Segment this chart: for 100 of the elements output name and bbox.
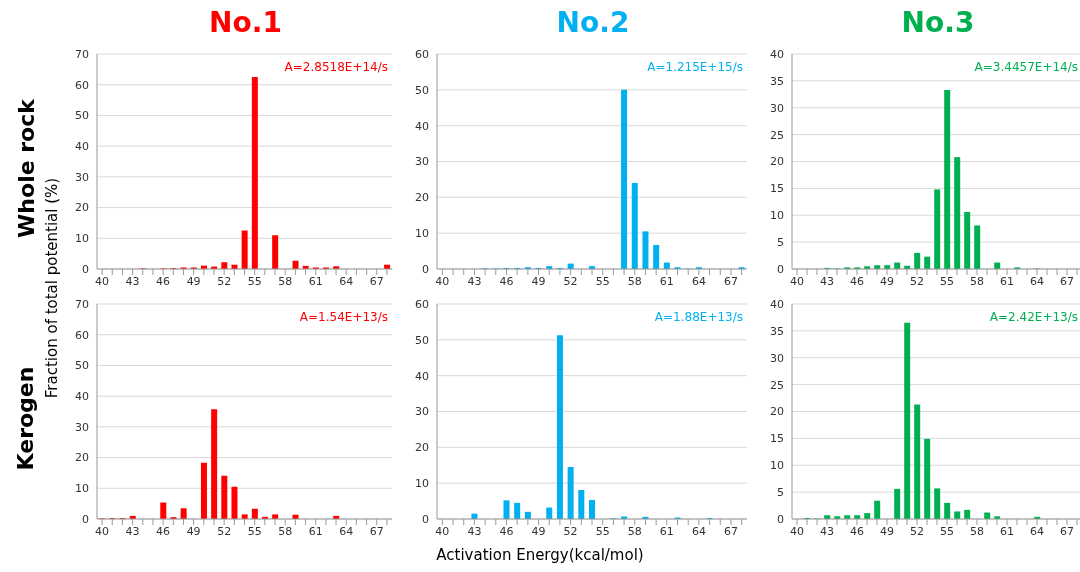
x-tick-label: 43 xyxy=(467,524,482,538)
x-tick-label: 64 xyxy=(1030,524,1044,538)
x-tick-label: 67 xyxy=(723,274,738,288)
annotation: A=1.88E+13/s xyxy=(654,310,743,324)
x-tick-label: 49 xyxy=(186,524,201,538)
annotation: A=2.8518E+14/s xyxy=(284,60,388,74)
y-tick-label: 20 xyxy=(415,191,429,205)
x-tick-label: 64 xyxy=(1030,274,1044,288)
y-tick-label: 0 xyxy=(422,512,429,526)
y-tick-label: 30 xyxy=(770,351,784,365)
x-tick-label: 46 xyxy=(499,524,514,538)
x-tick-label: 40 xyxy=(95,524,110,538)
y-tick-label: 20 xyxy=(75,451,89,465)
y-tick-label: 25 xyxy=(770,128,784,142)
x-tick-label: 55 xyxy=(595,524,610,538)
y-tick-label: 60 xyxy=(415,297,429,311)
x-tick-label: 67 xyxy=(369,274,384,288)
text: Whole rock xyxy=(13,99,39,238)
x-tick-label: 58 xyxy=(970,274,984,288)
y-tick-label: 35 xyxy=(770,324,784,338)
x-tick-label: 61 xyxy=(1000,274,1014,288)
x-tick-label: 49 xyxy=(880,524,894,538)
y-tick-label: 10 xyxy=(415,227,429,241)
x-tick-label: 58 xyxy=(278,274,293,288)
y-tick-label: 20 xyxy=(770,405,784,419)
y-tick-label: 0 xyxy=(82,262,89,276)
y-tick-label: 40 xyxy=(415,369,429,383)
x-tick-label: 40 xyxy=(95,274,110,288)
x-tick-label: 49 xyxy=(531,274,546,288)
x-tick-label: 67 xyxy=(369,524,384,538)
x-tick-label: 61 xyxy=(659,524,674,538)
y-tick-label: 20 xyxy=(770,155,784,169)
y-tick-label: 20 xyxy=(415,441,429,455)
x-tick-label: 40 xyxy=(790,274,804,288)
y-tick-label: 10 xyxy=(415,477,429,491)
x-tick-label: 46 xyxy=(850,274,864,288)
y-tick-label: 5 xyxy=(777,486,784,500)
x-tick-label: 58 xyxy=(627,524,642,538)
x-tick-label: 55 xyxy=(940,274,954,288)
y-tick-label: 40 xyxy=(770,47,784,61)
y-tick-label: 15 xyxy=(770,182,784,196)
y-tick-label: 30 xyxy=(415,155,429,169)
y-tick-label: 50 xyxy=(415,333,429,347)
x-tick-label: 58 xyxy=(627,274,642,288)
y-tick-label: 30 xyxy=(415,405,429,419)
chart-title: No.2 xyxy=(555,6,631,39)
y-tick-label: 0 xyxy=(777,262,784,276)
y-tick-label: 40 xyxy=(75,390,89,404)
y-tick-label: 60 xyxy=(415,47,429,61)
x-tick-label: 46 xyxy=(156,524,171,538)
x-tick-label: 55 xyxy=(940,524,954,538)
x-tick-label: 64 xyxy=(691,274,706,288)
x-tick-label: 43 xyxy=(125,524,140,538)
x-tick-label: 40 xyxy=(435,274,450,288)
y-tick-label: 30 xyxy=(75,420,89,434)
x-tick-label: 52 xyxy=(563,274,578,288)
y-tick-label: 30 xyxy=(770,101,784,115)
x-tick-label: 64 xyxy=(339,274,354,288)
x-tick-label: 52 xyxy=(910,524,924,538)
x-tick-label: 64 xyxy=(339,524,354,538)
x-tick-label: 40 xyxy=(790,524,804,538)
x-tick-label: 61 xyxy=(1000,524,1014,538)
y-tick-label: 0 xyxy=(422,262,429,276)
annotation: A=1.54E+13/s xyxy=(299,310,388,324)
y-tick-label: 15 xyxy=(770,432,784,446)
y-tick-label: 10 xyxy=(770,459,784,473)
x-tick-label: 67 xyxy=(723,524,738,538)
x-tick-label: 43 xyxy=(467,274,482,288)
x-axis-title: Activation Energy(kcal/mol) xyxy=(435,546,645,564)
x-tick-label: 43 xyxy=(820,274,834,288)
x-tick-label: 49 xyxy=(186,274,201,288)
x-tick-label: 67 xyxy=(1060,274,1074,288)
y-tick-label: 60 xyxy=(75,78,89,92)
x-tick-label: 61 xyxy=(308,274,323,288)
x-tick-label: 64 xyxy=(691,524,706,538)
y-tick-label: 0 xyxy=(82,512,89,526)
y-tick-label: 30 xyxy=(75,170,89,184)
chart-title: No.1 xyxy=(208,6,283,39)
x-tick-label: 55 xyxy=(247,524,262,538)
annotation: A=2.42E+13/s xyxy=(989,310,1078,324)
x-tick-label: 46 xyxy=(499,274,514,288)
y-tick-label: 10 xyxy=(770,209,784,223)
x-tick-label: 55 xyxy=(247,274,262,288)
x-tick-label: 46 xyxy=(850,524,864,538)
y-tick-label: 40 xyxy=(415,119,429,133)
y-tick-label: 60 xyxy=(75,328,89,342)
x-tick-label: 61 xyxy=(659,274,674,288)
y-tick-label: 40 xyxy=(770,297,784,311)
y-tick-label: 40 xyxy=(75,140,89,154)
chart-title: No.3 xyxy=(900,6,976,39)
annotation: A=1.215E+15/s xyxy=(647,60,743,74)
x-tick-label: 43 xyxy=(820,524,834,538)
y-tick-label: 0 xyxy=(777,512,784,526)
x-tick-label: 40 xyxy=(435,524,450,538)
x-tick-label: 61 xyxy=(308,524,323,538)
x-tick-label: 49 xyxy=(531,524,546,538)
x-tick-label: 52 xyxy=(217,274,232,288)
y-tick-label: 10 xyxy=(75,232,89,246)
y-axis-title: Fraction of total potential (%) xyxy=(43,177,62,399)
x-tick-label: 58 xyxy=(278,524,293,538)
